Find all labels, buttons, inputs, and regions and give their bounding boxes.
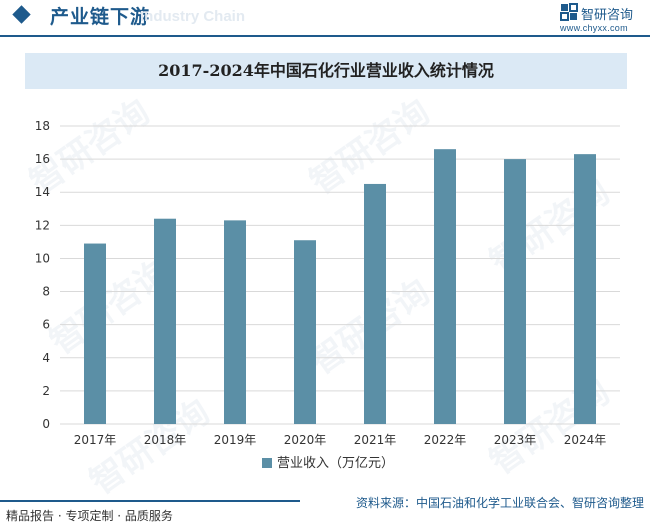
bar-chart: 0 2 4 6 8 10 12 14 16 18 2017年 2018年 2019年 2020年 2021… [35, 119, 620, 471]
brand-logo-icon [560, 3, 578, 21]
x-tick-label: 2024年 [564, 433, 607, 447]
y-tick-label: 2 [42, 384, 50, 398]
bar [504, 159, 526, 424]
bar [154, 218, 176, 424]
bar [294, 240, 316, 424]
x-tick-label: 2021年 [354, 433, 397, 447]
y-tick-label: 12 [35, 218, 50, 232]
bar [224, 220, 246, 424]
bar [84, 243, 106, 424]
source-note: 资料来源：中国石油和化学工业联合会、智研咨询整理 [355, 496, 644, 510]
page-header: 产业链下游 Industry Chain 智研咨询 www.chyxx.com [0, 0, 650, 37]
x-tick-label: 2017年 [74, 433, 117, 447]
x-tick-label: 2023年 [494, 433, 537, 447]
bars [84, 149, 596, 424]
x-tick-label: 2018年 [144, 433, 187, 447]
legend-swatch [262, 458, 272, 468]
bar [574, 154, 596, 424]
footer-divider [0, 500, 300, 502]
diamond-icon [12, 5, 31, 24]
x-axis-ticks: 2017年 2018年 2019年 2020年 2021年 2022年 2023年 2024年 [74, 433, 607, 447]
y-tick-label: 6 [42, 318, 50, 332]
bar [434, 149, 456, 424]
y-tick-label: 0 [42, 417, 50, 431]
y-tick-label: 18 [35, 119, 50, 133]
chart-title-band: 2017-2024年中国石化行业营业收入统计情况 [25, 53, 627, 89]
grid-lines [60, 125, 620, 425]
legend: 营业收入（万亿元） [262, 456, 394, 471]
y-axis-ticks: 0 2 4 6 8 10 12 14 16 18 [35, 119, 50, 431]
y-tick-label: 4 [42, 351, 50, 365]
legend-label: 营业收入（万亿元） [277, 456, 394, 471]
chart-title: 2017-2024年中国石化行业营业收入统计情况 [158, 61, 494, 80]
y-tick-label: 10 [35, 251, 50, 265]
footer-slogan: 精品报告 · 专项定制 · 品质服务 [6, 509, 173, 523]
brand-url: www.chyxx.com [560, 23, 628, 33]
y-tick-label: 14 [35, 185, 50, 199]
brand: 智研咨询 www.chyxx.com [560, 3, 642, 33]
y-tick-label: 16 [35, 152, 50, 166]
x-tick-label: 2022年 [424, 433, 467, 447]
y-tick-label: 8 [42, 285, 50, 299]
bar [364, 183, 386, 424]
section-title: 产业链下游 [50, 6, 151, 28]
brand-name: 智研咨询 [581, 8, 634, 23]
x-tick-label: 2019年 [214, 433, 257, 447]
header-divider [0, 35, 650, 37]
x-tick-label: 2020年 [284, 433, 327, 447]
section-subtitle: Industry Chain [140, 8, 246, 25]
